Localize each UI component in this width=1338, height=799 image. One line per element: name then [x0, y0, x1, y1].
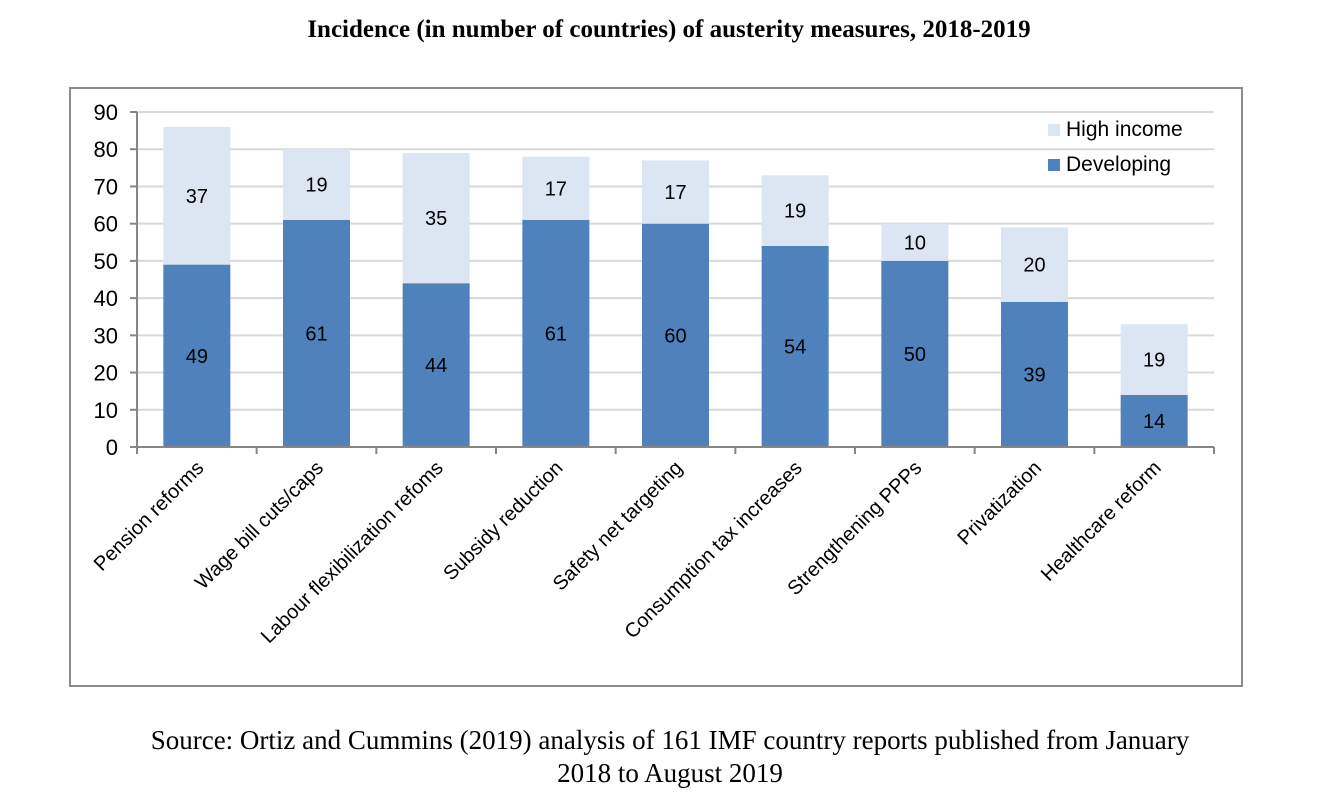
bar-high-income — [283, 149, 350, 220]
bar-developing — [881, 260, 949, 447]
data-label-high-income: 20 — [1023, 255, 1045, 277]
y-tick-label: 60 — [94, 212, 118, 237]
data-label-high-income: 19 — [784, 201, 806, 223]
data-label-developing: 54 — [784, 337, 806, 359]
legend-label: High income — [1066, 118, 1183, 141]
legend-swatch — [1048, 159, 1060, 171]
y-tick-label: 40 — [94, 286, 118, 311]
x-category-label: Strengthening PPPs — [783, 457, 926, 600]
y-tick-label: 70 — [94, 174, 118, 199]
x-category-label: Wage bill cuts/caps — [191, 457, 328, 594]
data-label-developing: 60 — [664, 325, 686, 347]
bar-high-income — [642, 160, 709, 224]
data-label-high-income: 17 — [545, 178, 567, 200]
chart-title: Incidence (in number of countries) of au… — [307, 16, 1031, 43]
y-tick-label: 10 — [94, 398, 118, 423]
bar-developing — [642, 223, 709, 447]
data-label-developing: 61 — [545, 323, 567, 345]
chart-frame — [69, 87, 1243, 687]
bar-high-income — [1001, 227, 1068, 302]
bar-developing — [283, 219, 350, 447]
source-note: Source: Ortiz and Cummins (2019) analysi… — [40, 724, 1300, 790]
x-category-label: Pension reforms — [90, 457, 209, 576]
bar-developing — [163, 264, 231, 447]
y-tick-label: 20 — [94, 361, 118, 386]
bar-developing — [522, 219, 590, 447]
bar-developing — [761, 246, 829, 447]
x-category-label: Privatization — [953, 457, 1046, 550]
data-label-developing: 44 — [425, 355, 447, 377]
data-label-high-income: 19 — [305, 175, 327, 197]
y-tick-label: 90 — [94, 100, 118, 125]
x-category-label: Healthcare reform — [1037, 457, 1166, 586]
bar-high-income — [522, 156, 590, 220]
bar-high-income — [881, 223, 949, 261]
data-label-developing: 14 — [1143, 411, 1165, 433]
bar-high-income — [761, 175, 829, 246]
bar-developing — [1120, 394, 1188, 447]
data-label-developing: 39 — [1023, 364, 1045, 386]
legend-swatch — [1048, 124, 1060, 136]
data-label-developing: 61 — [305, 323, 327, 345]
bar-high-income — [163, 126, 231, 265]
y-tick-label: 0 — [106, 435, 118, 460]
x-category-label: Safety net targeting — [549, 457, 687, 595]
source-line-2: 2018 to August 2019 — [557, 758, 783, 788]
data-label-developing: 49 — [186, 346, 208, 368]
bar-developing — [402, 283, 470, 447]
y-tick-label: 80 — [94, 137, 118, 162]
y-tick-label: 50 — [94, 249, 118, 274]
source-line-1: Source: Ortiz and Cummins (2019) analysi… — [150, 725, 1190, 755]
data-label-high-income: 37 — [186, 186, 208, 208]
data-label-high-income: 17 — [664, 182, 686, 204]
data-label-high-income: 10 — [904, 232, 926, 254]
bar-high-income — [402, 152, 470, 284]
x-category-label: Subsidy reduction — [439, 457, 567, 585]
data-label-high-income: 35 — [425, 208, 447, 230]
legend-label: Developing — [1066, 153, 1171, 176]
bar-high-income — [1120, 324, 1188, 395]
y-tick-label: 30 — [94, 323, 118, 348]
data-label-developing: 50 — [904, 344, 926, 366]
bar-developing — [1001, 301, 1068, 447]
data-label-high-income: 19 — [1143, 350, 1165, 372]
